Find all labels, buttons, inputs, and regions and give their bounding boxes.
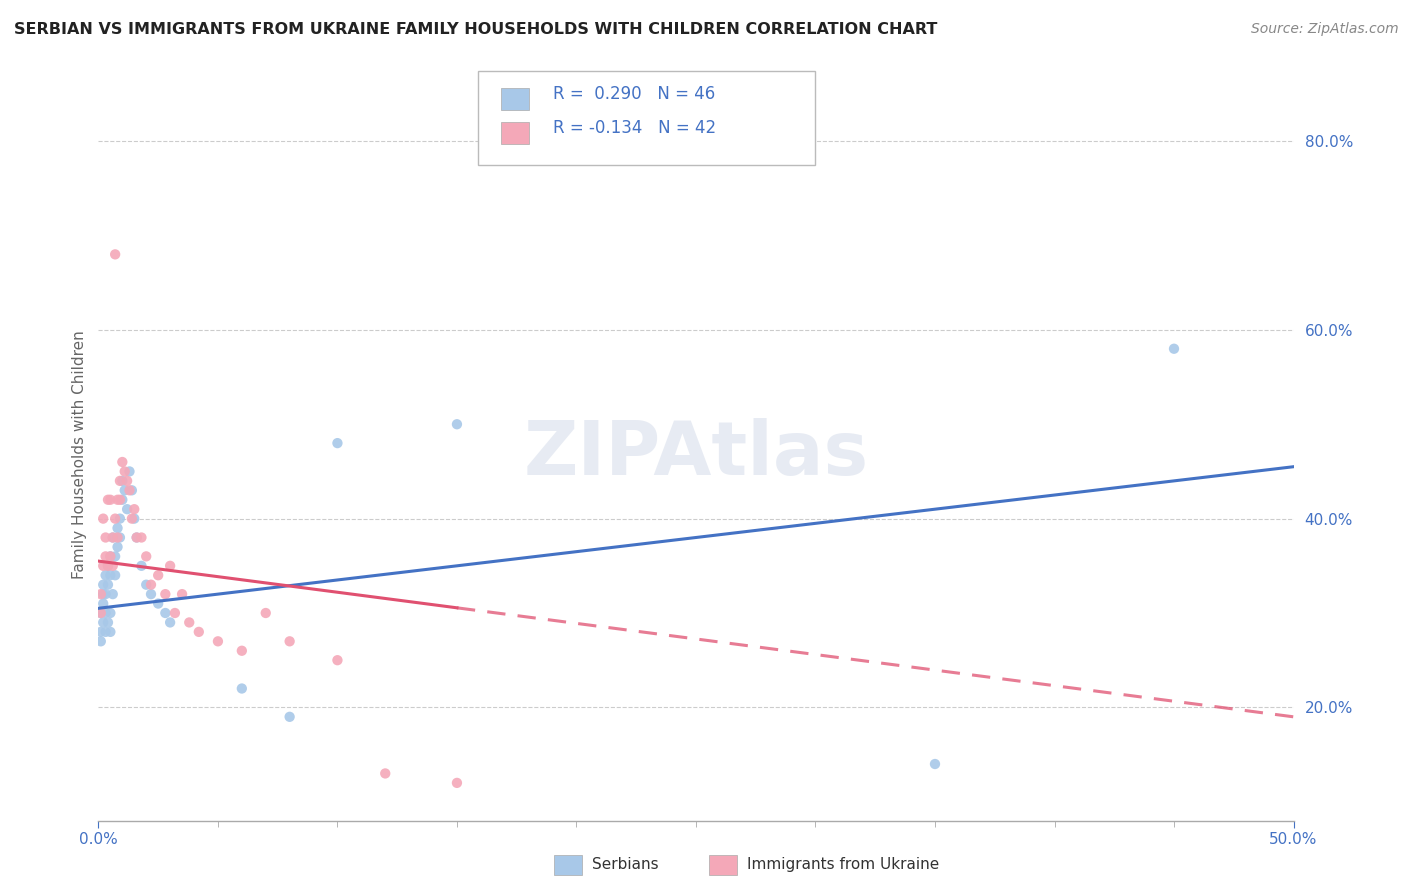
Point xyxy=(159,558,181,573)
Point xyxy=(104,511,127,525)
Point xyxy=(94,587,117,601)
Point xyxy=(108,531,131,545)
Point xyxy=(91,597,114,611)
Point xyxy=(108,474,131,488)
Point xyxy=(131,531,153,545)
Point xyxy=(163,606,186,620)
Point xyxy=(98,549,122,564)
Point xyxy=(278,710,301,724)
Text: Source: ZipAtlas.com: Source: ZipAtlas.com xyxy=(1251,22,1399,37)
Text: SERBIAN VS IMMIGRANTS FROM UKRAINE FAMILY HOUSEHOLDS WITH CHILDREN CORRELATION C: SERBIAN VS IMMIGRANTS FROM UKRAINE FAMIL… xyxy=(14,22,938,37)
Y-axis label: Family Households with Children: Family Households with Children xyxy=(72,331,87,579)
Point xyxy=(94,624,117,639)
Point xyxy=(97,492,120,507)
Point xyxy=(326,436,349,450)
Point xyxy=(148,597,170,611)
Point xyxy=(98,492,122,507)
Point xyxy=(155,606,177,620)
Point xyxy=(101,531,124,545)
Text: R = -0.134   N = 42: R = -0.134 N = 42 xyxy=(553,119,716,136)
Point xyxy=(115,502,138,516)
Point xyxy=(374,766,396,780)
Point xyxy=(159,615,181,630)
Point xyxy=(90,634,112,648)
Point xyxy=(101,587,124,601)
Text: Immigrants from Ukraine: Immigrants from Ukraine xyxy=(747,857,939,871)
Point xyxy=(114,465,136,479)
Text: Serbians: Serbians xyxy=(592,857,658,871)
Point xyxy=(94,606,117,620)
Point xyxy=(231,644,253,658)
Point xyxy=(121,511,143,525)
Point xyxy=(231,681,253,696)
Point xyxy=(135,549,157,564)
Point xyxy=(115,474,138,488)
Point xyxy=(172,587,194,601)
Point xyxy=(179,615,201,630)
Point xyxy=(155,587,177,601)
Point xyxy=(139,587,162,601)
Point xyxy=(111,455,134,469)
Point xyxy=(104,568,127,582)
Point xyxy=(139,577,162,591)
Point xyxy=(121,483,143,498)
Point xyxy=(111,474,134,488)
Point xyxy=(104,247,127,261)
Point xyxy=(97,615,120,630)
Point xyxy=(114,483,136,498)
Point xyxy=(207,634,229,648)
Point xyxy=(98,606,122,620)
Point xyxy=(91,587,114,601)
Point xyxy=(254,606,277,620)
Point xyxy=(107,492,129,507)
Point xyxy=(125,531,148,545)
Point xyxy=(118,483,141,498)
Point xyxy=(94,549,117,564)
Point xyxy=(90,606,112,620)
Point xyxy=(1163,342,1185,356)
Point xyxy=(94,568,117,582)
Point xyxy=(91,558,114,573)
Point xyxy=(124,502,146,516)
Point xyxy=(446,776,468,790)
Point xyxy=(104,549,127,564)
Point xyxy=(924,757,946,772)
Point xyxy=(111,492,134,507)
Point xyxy=(125,531,148,545)
Point xyxy=(98,568,122,582)
Point xyxy=(91,615,114,630)
Point xyxy=(135,577,157,591)
Point xyxy=(97,558,120,573)
Point xyxy=(108,492,131,507)
Point xyxy=(148,568,170,582)
Point xyxy=(278,634,301,648)
Point xyxy=(107,521,129,535)
Point xyxy=(118,465,141,479)
Point xyxy=(101,558,124,573)
Point xyxy=(90,606,112,620)
Point xyxy=(97,558,120,573)
Point xyxy=(187,624,209,639)
Text: ZIPAtlas: ZIPAtlas xyxy=(523,418,869,491)
Point xyxy=(94,531,117,545)
Point xyxy=(98,549,122,564)
Point xyxy=(101,531,124,545)
Point xyxy=(91,511,114,525)
Point xyxy=(97,577,120,591)
Point xyxy=(107,531,129,545)
Point xyxy=(108,511,131,525)
Point xyxy=(98,624,122,639)
Point xyxy=(131,558,153,573)
Point xyxy=(91,577,114,591)
Point xyxy=(90,587,112,601)
Point xyxy=(446,417,468,432)
Point xyxy=(326,653,349,667)
Text: R =  0.290   N = 46: R = 0.290 N = 46 xyxy=(553,85,714,103)
Point xyxy=(107,540,129,554)
Point xyxy=(124,511,146,525)
Point xyxy=(90,624,112,639)
